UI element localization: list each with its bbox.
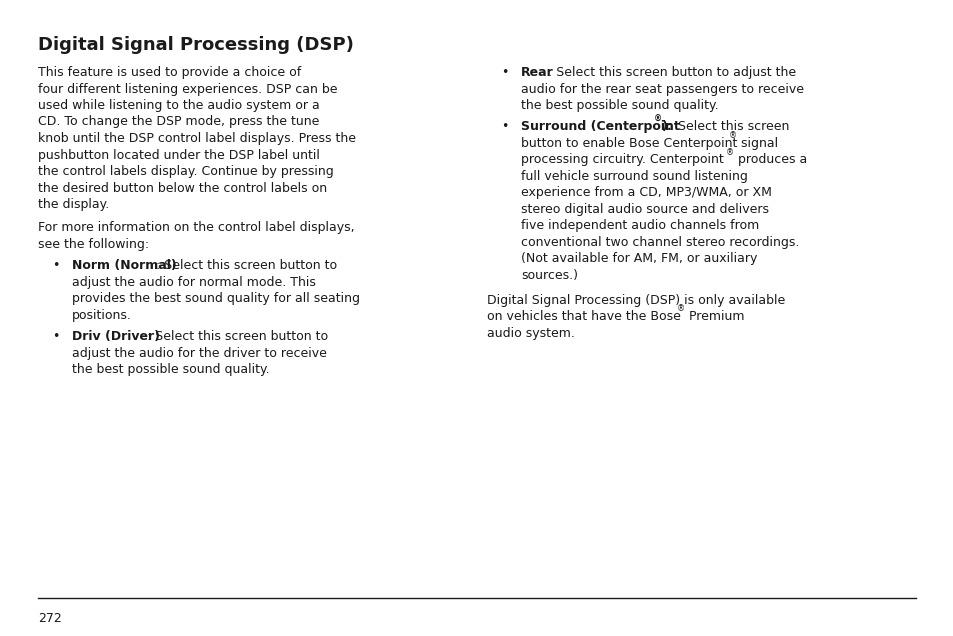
Text: : Select this screen button to adjust the: : Select this screen button to adjust th…	[547, 66, 796, 79]
Text: signal: signal	[737, 137, 778, 150]
Text: provides the best sound quality for all seating: provides the best sound quality for all …	[71, 292, 359, 305]
Text: Premium: Premium	[684, 310, 743, 323]
Text: Surround (Centerpoint: Surround (Centerpoint	[520, 120, 679, 134]
Text: adjust the audio for normal mode. This: adjust the audio for normal mode. This	[71, 275, 315, 289]
Text: Norm (Normal): Norm (Normal)	[71, 259, 176, 272]
Text: positions.: positions.	[71, 308, 132, 322]
Text: button to enable Bose Centerpoint: button to enable Bose Centerpoint	[520, 137, 737, 150]
Text: Select this screen: Select this screen	[673, 120, 788, 134]
Text: audio system.: audio system.	[486, 327, 575, 340]
Text: •: •	[500, 120, 508, 134]
Text: adjust the audio for the driver to receive: adjust the audio for the driver to recei…	[71, 347, 327, 359]
Text: Digital Signal Processing (DSP): Digital Signal Processing (DSP)	[38, 36, 354, 54]
Text: This feature is used to provide a choice of: This feature is used to provide a choice…	[38, 66, 301, 79]
Text: ®: ®	[728, 131, 737, 140]
Text: the best possible sound quality.: the best possible sound quality.	[71, 363, 270, 376]
Text: ®: ®	[654, 114, 661, 123]
Text: : Select this screen button to: : Select this screen button to	[147, 330, 328, 343]
Text: on vehicles that have the Bose: on vehicles that have the Bose	[486, 310, 680, 323]
Text: five independent audio channels from: five independent audio channels from	[520, 219, 759, 232]
Text: sources.): sources.)	[520, 269, 578, 282]
Text: the desired button below the control labels on: the desired button below the control lab…	[38, 181, 327, 195]
Text: Digital Signal Processing (DSP) is only available: Digital Signal Processing (DSP) is only …	[486, 294, 784, 307]
Text: audio for the rear seat passengers to receive: audio for the rear seat passengers to re…	[520, 83, 803, 95]
Text: knob until the DSP control label displays. Press the: knob until the DSP control label display…	[38, 132, 355, 145]
Text: experience from a CD, MP3/WMA, or XM: experience from a CD, MP3/WMA, or XM	[520, 186, 771, 200]
Text: ®: ®	[725, 148, 734, 156]
Text: full vehicle surround sound listening: full vehicle surround sound listening	[520, 170, 747, 183]
Text: the display.: the display.	[38, 198, 110, 211]
Text: four different listening experiences. DSP can be: four different listening experiences. DS…	[38, 83, 337, 95]
Text: the control labels display. Continue by pressing: the control labels display. Continue by …	[38, 165, 334, 178]
Text: •: •	[52, 259, 59, 272]
Text: •: •	[52, 330, 59, 343]
Text: pushbutton located under the DSP label until: pushbutton located under the DSP label u…	[38, 148, 319, 162]
Text: conventional two channel stereo recordings.: conventional two channel stereo recordin…	[520, 236, 799, 249]
Text: For more information on the control label displays,: For more information on the control labe…	[38, 221, 355, 234]
Text: processing circuitry. Centerpoint: processing circuitry. Centerpoint	[520, 153, 723, 167]
Text: ):: ):	[661, 120, 672, 134]
Text: ®: ®	[677, 305, 684, 314]
Text: •: •	[500, 66, 508, 79]
Text: Driv (Driver): Driv (Driver)	[71, 330, 160, 343]
Text: CD. To change the DSP mode, press the tune: CD. To change the DSP mode, press the tu…	[38, 116, 319, 128]
Text: see the following:: see the following:	[38, 238, 149, 251]
Text: Rear: Rear	[520, 66, 553, 79]
Text: : Select this screen button to: : Select this screen button to	[156, 259, 336, 272]
Text: stereo digital audio source and delivers: stereo digital audio source and delivers	[520, 203, 768, 216]
Text: 272: 272	[38, 612, 62, 625]
Text: (Not available for AM, FM, or auxiliary: (Not available for AM, FM, or auxiliary	[520, 252, 757, 265]
Text: used while listening to the audio system or a: used while listening to the audio system…	[38, 99, 319, 112]
Text: produces a: produces a	[733, 153, 806, 167]
Text: the best possible sound quality.: the best possible sound quality.	[520, 99, 718, 112]
